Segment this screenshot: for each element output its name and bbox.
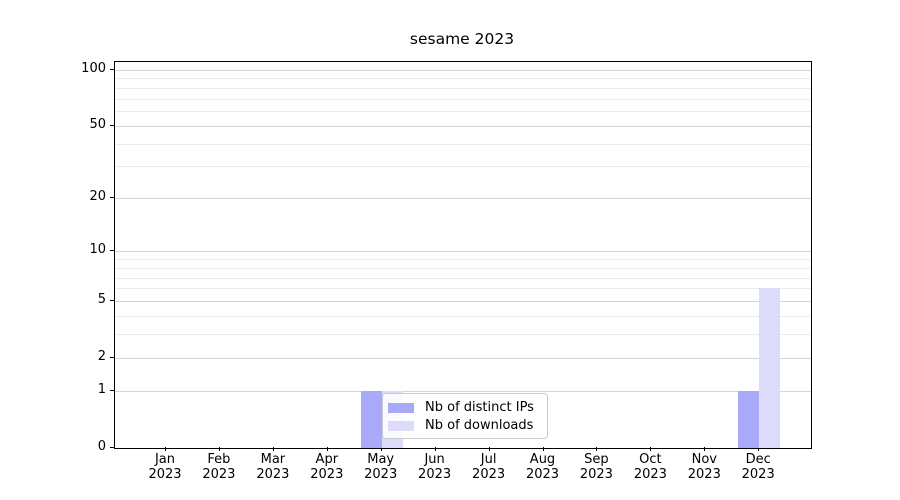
gridline-minor (115, 166, 811, 168)
y-tick-mark (110, 68, 114, 70)
gridline-minor (115, 78, 811, 80)
x-tick-label-line: 2023 (741, 467, 775, 482)
x-tick-label-line: 2023 (525, 467, 560, 482)
x-tick-mark (488, 447, 490, 451)
x-tick-mark (596, 447, 598, 451)
gridline-minor (115, 316, 811, 317)
x-tick-label-line: Feb (207, 452, 231, 467)
x-tick-label: Sep 2023 (566, 452, 626, 482)
x-tick-label-line: Apr (315, 452, 339, 467)
gridline-major (115, 391, 811, 393)
x-tick-mark (326, 447, 328, 451)
x-tick-label: Aug 2023 (513, 452, 573, 482)
x-tick-label-line: 2023 (633, 467, 667, 482)
x-tick-label: Dec 2023 (728, 452, 788, 482)
gridline-major (115, 357, 811, 359)
y-tick-label: 10 (89, 242, 106, 258)
legend-swatch-icon (388, 421, 414, 431)
x-tick-label-line: Jan (154, 452, 176, 467)
x-tick-label: Feb 2023 (189, 452, 249, 482)
x-tick-label-line: Mar (260, 452, 286, 467)
gridline-minor (115, 267, 811, 269)
x-tick-mark (218, 447, 220, 451)
x-tick-label: Jun 2023 (405, 452, 465, 482)
legend-swatch-icon (388, 403, 414, 413)
y-tick-mark (110, 447, 114, 448)
y-tick-mark (110, 300, 114, 302)
x-tick-label: Jan 2023 (135, 452, 195, 482)
bar-distinct-ips-dec (738, 391, 760, 448)
y-tick-mark (110, 197, 114, 199)
x-tick-label-line: Nov (691, 452, 717, 467)
x-tick-label: Apr 2023 (297, 452, 357, 482)
gridline-major (115, 301, 811, 303)
y-tick-label: 50 (89, 116, 106, 132)
gridline-major (115, 198, 811, 200)
x-tick-label-line: 2023 (418, 467, 452, 482)
x-tick-label-line: 2023 (310, 467, 344, 482)
bar-distinct-ips-may (360, 391, 382, 448)
x-tick-label-line: 2023 (579, 467, 613, 482)
gridline-minor (115, 98, 811, 100)
gridline-major (115, 251, 811, 253)
legend-label: Nb of distinct IPs (425, 400, 534, 415)
x-tick-label: Oct 2023 (620, 452, 680, 482)
legend-item: Nb of downloads (388, 417, 541, 435)
y-tick-mark (110, 124, 114, 126)
x-tick-label-line: Jul (480, 452, 497, 467)
x-tick-label-line: 2023 (148, 467, 182, 482)
x-tick-label: Jul 2023 (459, 452, 519, 482)
x-tick-mark (165, 447, 166, 451)
gridline-minor (115, 259, 811, 261)
y-tick-mark (110, 250, 114, 252)
x-tick-mark (272, 447, 274, 451)
gridline-minor (115, 143, 811, 145)
x-tick-label-line: 2023 (256, 467, 290, 482)
gridline-major (115, 69, 811, 71)
y-tick-label: 100 (81, 60, 106, 76)
x-tick-mark (380, 447, 382, 451)
x-tick-label: Mar 2023 (243, 452, 303, 482)
x-tick-label-line: Jun (424, 452, 445, 467)
gridline-minor (115, 277, 811, 279)
chart-title: sesame 2023 (409, 30, 515, 48)
x-tick-label: Nov 2023 (674, 452, 734, 482)
x-tick-mark (542, 447, 544, 451)
plot-area: Nb of distinct IPs Nb of downloads (114, 61, 812, 449)
y-tick-label: 2 (97, 348, 106, 364)
gridline-minor (115, 334, 811, 336)
y-tick-label: 5 (97, 292, 106, 308)
x-tick-label-line: Oct (639, 452, 662, 467)
y-tick-label: 20 (89, 189, 106, 205)
gridline-minor (115, 288, 811, 290)
x-tick-mark (704, 447, 706, 451)
gridline-minor (115, 110, 811, 112)
x-tick-label-line: Dec (745, 452, 771, 467)
x-tick-mark (650, 447, 652, 451)
legend: Nb of distinct IPs Nb of downloads (382, 393, 548, 439)
x-tick-label-line: Sep (584, 452, 609, 467)
gridline-major (115, 125, 811, 127)
x-tick-label-line: 2023 (472, 467, 506, 482)
y-tick-label: 1 (97, 382, 106, 398)
x-tick-label: May 2023 (351, 452, 411, 482)
x-tick-label-line: 2023 (364, 467, 398, 482)
y-tick-mark (110, 356, 114, 358)
x-tick-label-line: 2023 (687, 467, 721, 482)
bar-downloads-dec (759, 288, 781, 448)
gridline-minor (115, 87, 811, 89)
legend-label: Nb of downloads (425, 418, 534, 433)
x-tick-label-line: May (367, 452, 395, 467)
legend-item: Nb of distinct IPs (388, 399, 541, 417)
x-tick-mark (758, 447, 760, 451)
x-tick-label-line: Aug (529, 452, 556, 467)
x-tick-label-line: 2023 (202, 467, 236, 482)
y-tick-mark (110, 390, 114, 392)
y-tick-label: 0 (97, 439, 106, 454)
x-tick-mark (434, 447, 436, 451)
